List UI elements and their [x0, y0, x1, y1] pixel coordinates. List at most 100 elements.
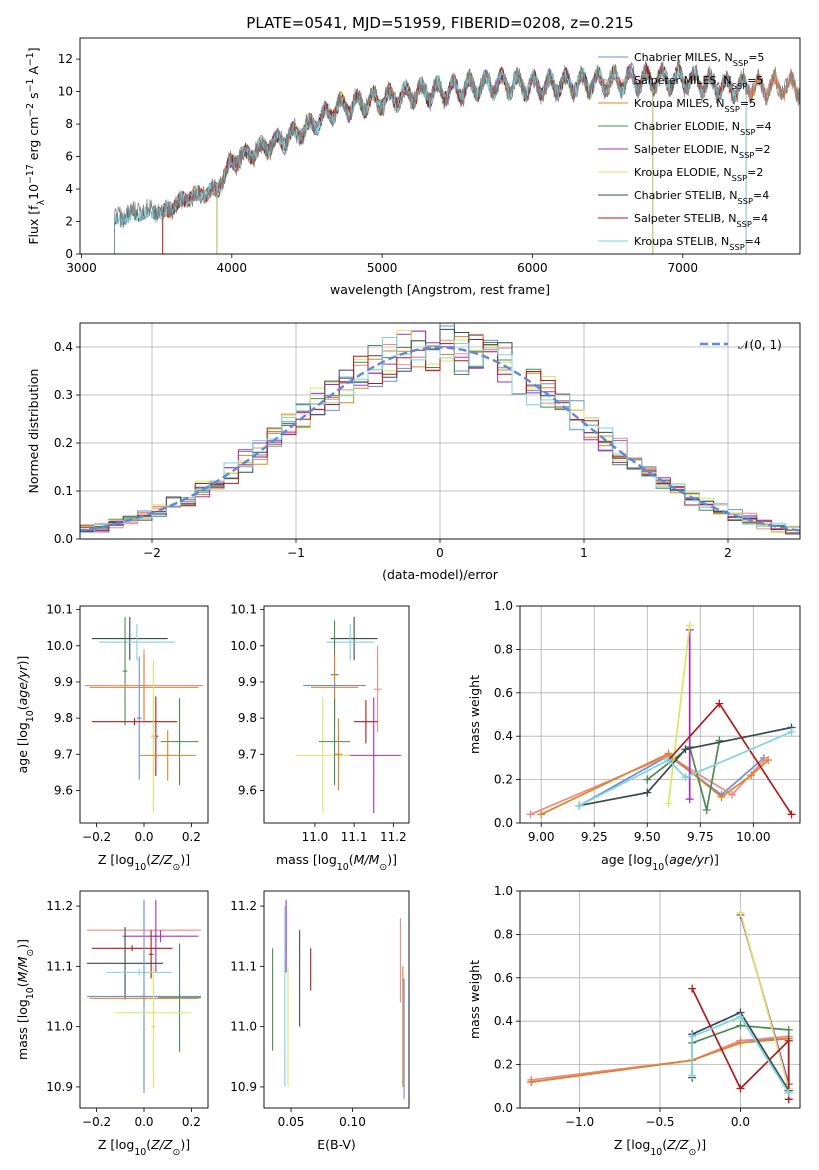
- residuals-panel: −2 −1 0 1 2 0.0 0.1 0.2 0.3 0.4 (data-model)/error…: [26, 322, 801, 582]
- weight-line: [531, 1035, 789, 1081]
- x-tick-label: 3000: [66, 261, 97, 275]
- y-axis-label: mass weight: [467, 960, 482, 1039]
- x-tick-label: 0.2: [182, 830, 201, 844]
- y-tick-label: 0.2: [494, 773, 513, 787]
- y-tick-label: 8: [65, 117, 73, 131]
- y-tick-label: 11.0: [46, 1020, 73, 1034]
- legend-label: Chabrier STELIB, NSSP=4: [634, 189, 769, 206]
- x-tick-label: 11.1: [341, 830, 368, 844]
- x-axis-label: E(B-V): [317, 1137, 356, 1152]
- errorbars: [295, 616, 402, 814]
- errorbars: [84, 616, 204, 813]
- weight-marker: [685, 621, 694, 630]
- y-tick-label: 0.4: [54, 340, 73, 354]
- x-tick-label: −2: [143, 546, 161, 560]
- x-tick-label: −1.0: [565, 1115, 594, 1129]
- weight-marker: [717, 792, 726, 801]
- y-tick-label: 9.6: [54, 783, 73, 797]
- weight-marker: [643, 788, 652, 797]
- y-tick-label: 0.4: [494, 729, 513, 743]
- x-tick-label: −0.2: [82, 830, 111, 844]
- y-tick-label: 9.8: [54, 711, 73, 725]
- weight-marker: [537, 810, 546, 819]
- y-tick-label: 10.9: [230, 1080, 257, 1094]
- weight-marker: [685, 795, 694, 804]
- y-tick-label: 10.0: [46, 639, 73, 653]
- weight-marker: [736, 1084, 745, 1093]
- x-tick-label: 0.0: [731, 1115, 750, 1129]
- y-tick-label: 11.0: [230, 1020, 257, 1034]
- weight-marker: [688, 984, 697, 993]
- legend-label: Salpeter ELODIE, NSSP=2: [634, 143, 771, 160]
- weight-marker: [664, 799, 673, 808]
- axes-frame: [79, 37, 801, 255]
- y-tick-label: 11.2: [46, 899, 73, 913]
- y-tick-label: 1.0: [494, 599, 513, 613]
- weight-marker: [575, 801, 584, 810]
- y-axis-label: mass weight: [467, 675, 482, 754]
- weight-marker: [681, 773, 690, 782]
- y-tick-label: 2: [65, 215, 73, 229]
- y-tick-label: 0.6: [494, 971, 513, 985]
- x-axis-label: wavelength [Angstrom, rest frame]: [330, 282, 550, 297]
- y-tick-label: 6: [65, 150, 73, 164]
- x-axis-label: mass [log10(M/M⊙)]: [276, 852, 397, 873]
- weight-marker: [715, 736, 724, 745]
- legend-label: Salpeter MILES, NSSP=5: [634, 74, 763, 91]
- spectrum-lines: [114, 59, 800, 254]
- y-tick-label: 10: [58, 85, 73, 99]
- x-tick-label: 0.0: [134, 1115, 153, 1129]
- histograms: [80, 323, 800, 535]
- chart-title: PLATE=0541, MJD=51959, FIBERID=0208, z=0…: [246, 14, 633, 32]
- weight-marker: [715, 699, 724, 708]
- axes-frame: [79, 322, 801, 540]
- x-tick-label: 1: [580, 546, 588, 560]
- x-tick-label: 10.00: [736, 830, 770, 844]
- x-axis-label: Z [log10(Z/Z⊙)]: [614, 1137, 706, 1158]
- weight-lines: [526, 621, 796, 819]
- x-tick-label: 0: [436, 546, 444, 560]
- weight_vs_age-panel: 9.00 9.25 9.50 9.75 10.00 0.0 0.2 0.4 0.6 0.8 1.0 a…: [467, 599, 801, 873]
- weight-marker: [736, 1038, 745, 1047]
- y-tick-label: 9.8: [238, 711, 257, 725]
- x-tick-label: 9.50: [634, 830, 661, 844]
- y-tick-label: 1.0: [494, 884, 513, 898]
- weight-marker: [736, 908, 745, 917]
- weight-marker: [784, 1088, 793, 1097]
- y-tick-label: 0.2: [54, 436, 73, 450]
- axes-frame: [519, 605, 801, 824]
- weight-marker: [784, 1036, 793, 1045]
- weight-line: [739, 912, 790, 1089]
- legend-label: Kroupa ELODIE, NSSP=2: [634, 166, 763, 183]
- legend-label: Salpeter STELIB, NSSP=4: [634, 212, 768, 229]
- y-tick-label: 0.8: [494, 927, 513, 941]
- x-tick-label: −0.2: [82, 1115, 111, 1129]
- y-tick-label: 9.9: [238, 675, 257, 689]
- gaussian-curve: [80, 346, 800, 532]
- weight-marker: [736, 1021, 745, 1030]
- x-tick-label: 11.0: [302, 830, 329, 844]
- x-tick-label: 0.05: [278, 1115, 305, 1129]
- y-tick-label: 0.4: [494, 1014, 513, 1028]
- weight_vs_Z-panel: −1.0 −0.5 0.0 0.0 0.2 0.4 0.6 0.8 1.0 Z [log10(Z/…: [467, 884, 801, 1158]
- errorbars: [272, 900, 405, 1099]
- x-tick-label: 11.2: [380, 830, 407, 844]
- y-axis-label: Normed distribution: [26, 369, 41, 494]
- weight-lines: [527, 908, 793, 1104]
- weight-marker: [664, 756, 673, 765]
- x-axis-label: age [log10(age/yr)]: [601, 852, 719, 873]
- x-tick-label: 2: [724, 546, 732, 560]
- y-tick-label: 11.1: [46, 959, 73, 973]
- weight-line: [691, 988, 790, 1100]
- x-tick-label: −0.5: [645, 1115, 674, 1129]
- weight-line: [667, 625, 691, 804]
- y-tick-label: 4: [65, 182, 73, 196]
- x-tick-label: 9.00: [528, 830, 555, 844]
- axes-frame: [263, 890, 410, 1109]
- y-tick-label: 9.9: [54, 675, 73, 689]
- weight-marker: [702, 805, 711, 814]
- y-axis-label: Flux [fλ10−17 erg cm−2 s−1 A−1]: [25, 47, 47, 244]
- x-tick-label: 9.25: [581, 830, 608, 844]
- y-tick-label: 0: [65, 247, 73, 261]
- axes-frame: [79, 605, 209, 824]
